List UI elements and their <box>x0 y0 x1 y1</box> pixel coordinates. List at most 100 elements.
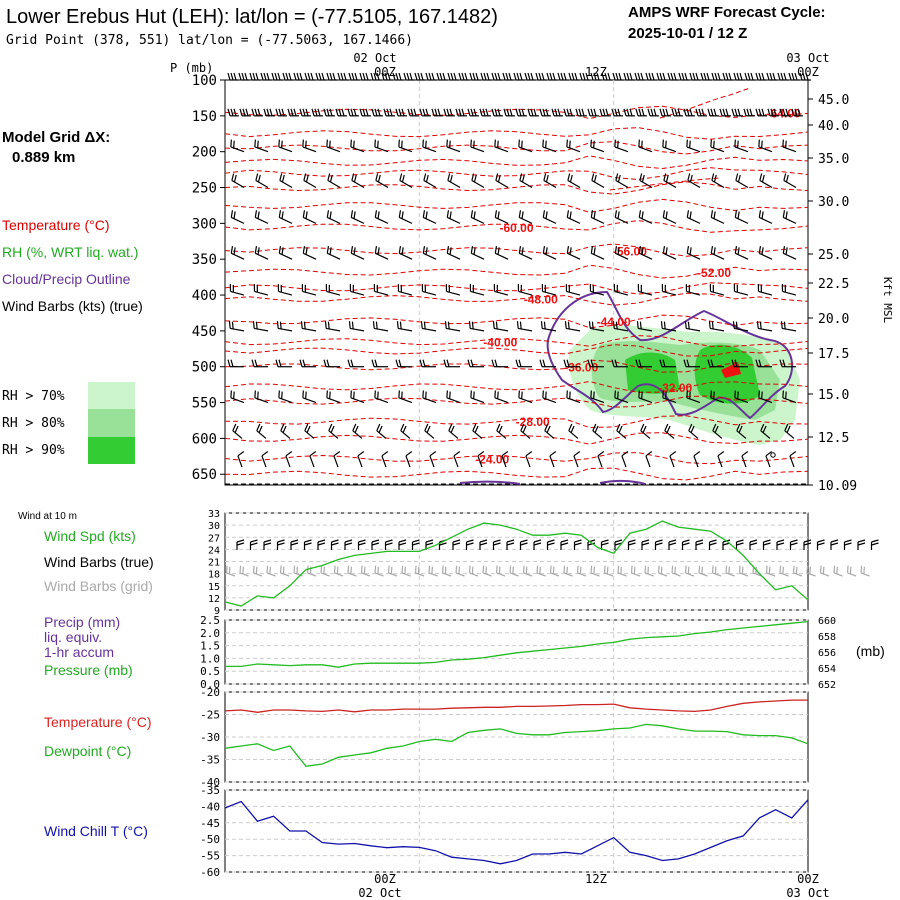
wind10-barb-grid <box>563 565 573 577</box>
barb-feather <box>353 108 357 117</box>
barb-feather <box>447 321 450 330</box>
wind-barb <box>400 423 411 439</box>
barb-staff <box>782 327 797 332</box>
barb-feather <box>446 210 450 218</box>
barb-feather <box>324 321 327 329</box>
barb-feather <box>278 390 280 398</box>
barb-feather <box>791 108 795 117</box>
barb-feather <box>269 108 273 117</box>
pressure-unit-right: (mb) <box>856 643 885 659</box>
barb-feather <box>806 565 809 573</box>
barb-feather <box>350 246 354 254</box>
barb-feather <box>389 108 393 117</box>
barb-staff <box>501 455 507 468</box>
barb-feather <box>761 108 765 117</box>
barb-staff <box>542 146 557 153</box>
forecast-cycle-label: AMPS WRF Forecast Cycle: <box>628 4 826 21</box>
barb-feather <box>763 539 771 543</box>
wind-barb <box>260 72 272 81</box>
barb-feather <box>351 321 354 330</box>
barb-feather <box>779 108 783 117</box>
barb-feather <box>323 566 325 574</box>
barb-feather <box>350 359 354 367</box>
barb-feather <box>293 108 297 117</box>
wind-barb <box>469 284 485 296</box>
barb-feather <box>614 108 618 117</box>
wind-barb <box>587 359 604 368</box>
barb-feather <box>327 321 330 330</box>
barb-feather <box>522 425 527 433</box>
height-tick-label: 45.0 <box>818 93 849 108</box>
barb-feather <box>614 246 618 254</box>
precip-tick-label: 2.5 <box>200 614 220 627</box>
calm-wind-marker <box>770 452 776 458</box>
barb-feather <box>309 451 317 457</box>
wind-barb <box>491 72 503 81</box>
wind10-barb-true <box>641 539 650 550</box>
wind-barb <box>395 108 407 117</box>
wind-chill-panel: -35-40-45-50-55-60 <box>200 784 809 879</box>
barb-feather <box>470 390 472 398</box>
barb-feather <box>304 542 312 546</box>
barb-staff <box>687 180 701 189</box>
barb-staff <box>375 252 389 260</box>
wind10-barb-true <box>776 539 785 550</box>
barb-feather <box>461 108 465 117</box>
barb-staff <box>381 455 387 468</box>
barb-feather <box>566 139 568 147</box>
wind-barb <box>734 210 749 224</box>
pressure-tick-label: 652 <box>818 680 836 691</box>
barb-staff <box>442 572 452 577</box>
barb-feather <box>657 565 660 573</box>
wind-barb <box>663 173 677 189</box>
wind-barb <box>638 210 653 224</box>
wind-barb <box>544 423 555 439</box>
barb-feather <box>437 108 441 117</box>
barb-feather <box>387 72 391 81</box>
barb-feather <box>428 565 431 573</box>
wind-barb <box>275 108 287 117</box>
barb-feather <box>230 108 234 117</box>
barb-feather <box>682 539 690 543</box>
barb-feather <box>782 139 784 147</box>
barb-feather <box>350 566 352 574</box>
barb-feather <box>233 247 236 255</box>
barb-feather <box>424 423 429 431</box>
barb-feather <box>227 108 231 117</box>
wind-barb <box>350 390 365 404</box>
barb-feather <box>665 247 668 255</box>
barb-feather <box>641 211 644 219</box>
barb-feather <box>803 542 812 546</box>
wind-barb <box>255 173 269 189</box>
wind-barb <box>614 139 629 153</box>
barb-feather <box>494 139 496 147</box>
barb-feather <box>707 359 711 367</box>
wind-barb <box>613 284 629 296</box>
wind-barb <box>371 108 383 117</box>
barb-feather <box>470 359 474 367</box>
barb-feather <box>566 566 568 574</box>
barb-feather <box>686 246 690 254</box>
barb-feather <box>305 174 309 183</box>
barb-feather <box>447 72 451 81</box>
barb-feather <box>725 72 729 81</box>
wind-barb <box>472 423 483 439</box>
barb-feather <box>706 72 710 81</box>
barb-feather <box>582 72 586 81</box>
barb-staff <box>422 146 437 153</box>
pressure-tick-label: 200 <box>192 145 217 161</box>
barb-feather <box>737 211 740 219</box>
barb-feather <box>384 72 388 81</box>
barb-staff <box>278 397 293 404</box>
barb-staff <box>400 430 411 439</box>
barb-staff <box>422 290 437 296</box>
wind-barb <box>518 139 533 153</box>
barb-feather <box>701 108 705 117</box>
wind-tick-label: 15 <box>208 582 220 593</box>
wind-barb <box>278 210 293 224</box>
wind-barb <box>347 108 359 117</box>
barb-feather <box>329 247 332 255</box>
wind-barb <box>333 451 341 468</box>
barb-feather <box>227 72 231 81</box>
barb-feather <box>362 108 366 117</box>
